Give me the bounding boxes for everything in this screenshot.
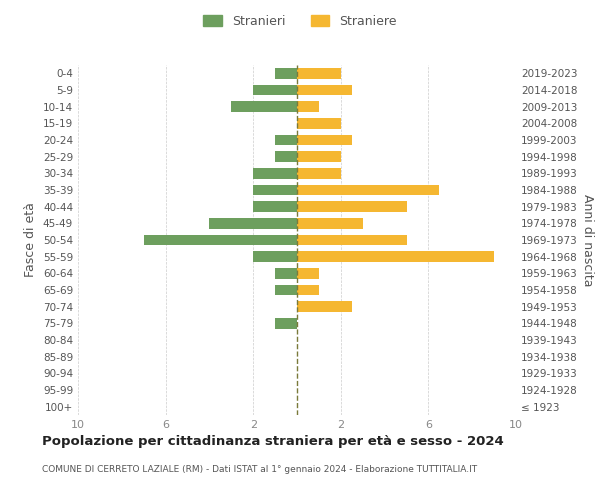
Bar (253, 184, 297, 196)
Bar (297, 234, 407, 246)
Bar (297, 301, 352, 312)
Text: Popolazione per cittadinanza straniera per età e sesso - 2024: Popolazione per cittadinanza straniera p… (42, 435, 504, 448)
Bar (297, 101, 319, 112)
Bar (297, 268, 319, 279)
Bar (297, 218, 363, 229)
Bar (297, 134, 352, 145)
Bar (275, 318, 297, 329)
Bar (297, 201, 407, 212)
Bar (275, 284, 297, 296)
Bar (297, 84, 352, 96)
Bar (297, 251, 494, 262)
Bar (297, 284, 319, 296)
Bar (275, 68, 297, 78)
Bar (275, 151, 297, 162)
Bar (253, 251, 297, 262)
Bar (297, 168, 341, 179)
Y-axis label: Anni di nascita: Anni di nascita (581, 194, 594, 286)
Legend: Stranieri, Straniere: Stranieri, Straniere (199, 11, 401, 32)
Text: COMUNE DI CERRETO LAZIALE (RM) - Dati ISTAT al 1° gennaio 2024 - Elaborazione TU: COMUNE DI CERRETO LAZIALE (RM) - Dati IS… (42, 465, 477, 474)
Bar (275, 268, 297, 279)
Bar (144, 234, 297, 246)
Bar (297, 68, 341, 78)
Bar (275, 134, 297, 145)
Bar (209, 218, 297, 229)
Bar (253, 168, 297, 179)
Bar (297, 118, 341, 128)
Bar (297, 184, 439, 196)
Bar (253, 84, 297, 96)
Y-axis label: Fasce di età: Fasce di età (25, 202, 37, 278)
Bar (232, 101, 297, 112)
Bar (253, 201, 297, 212)
Bar (297, 151, 341, 162)
